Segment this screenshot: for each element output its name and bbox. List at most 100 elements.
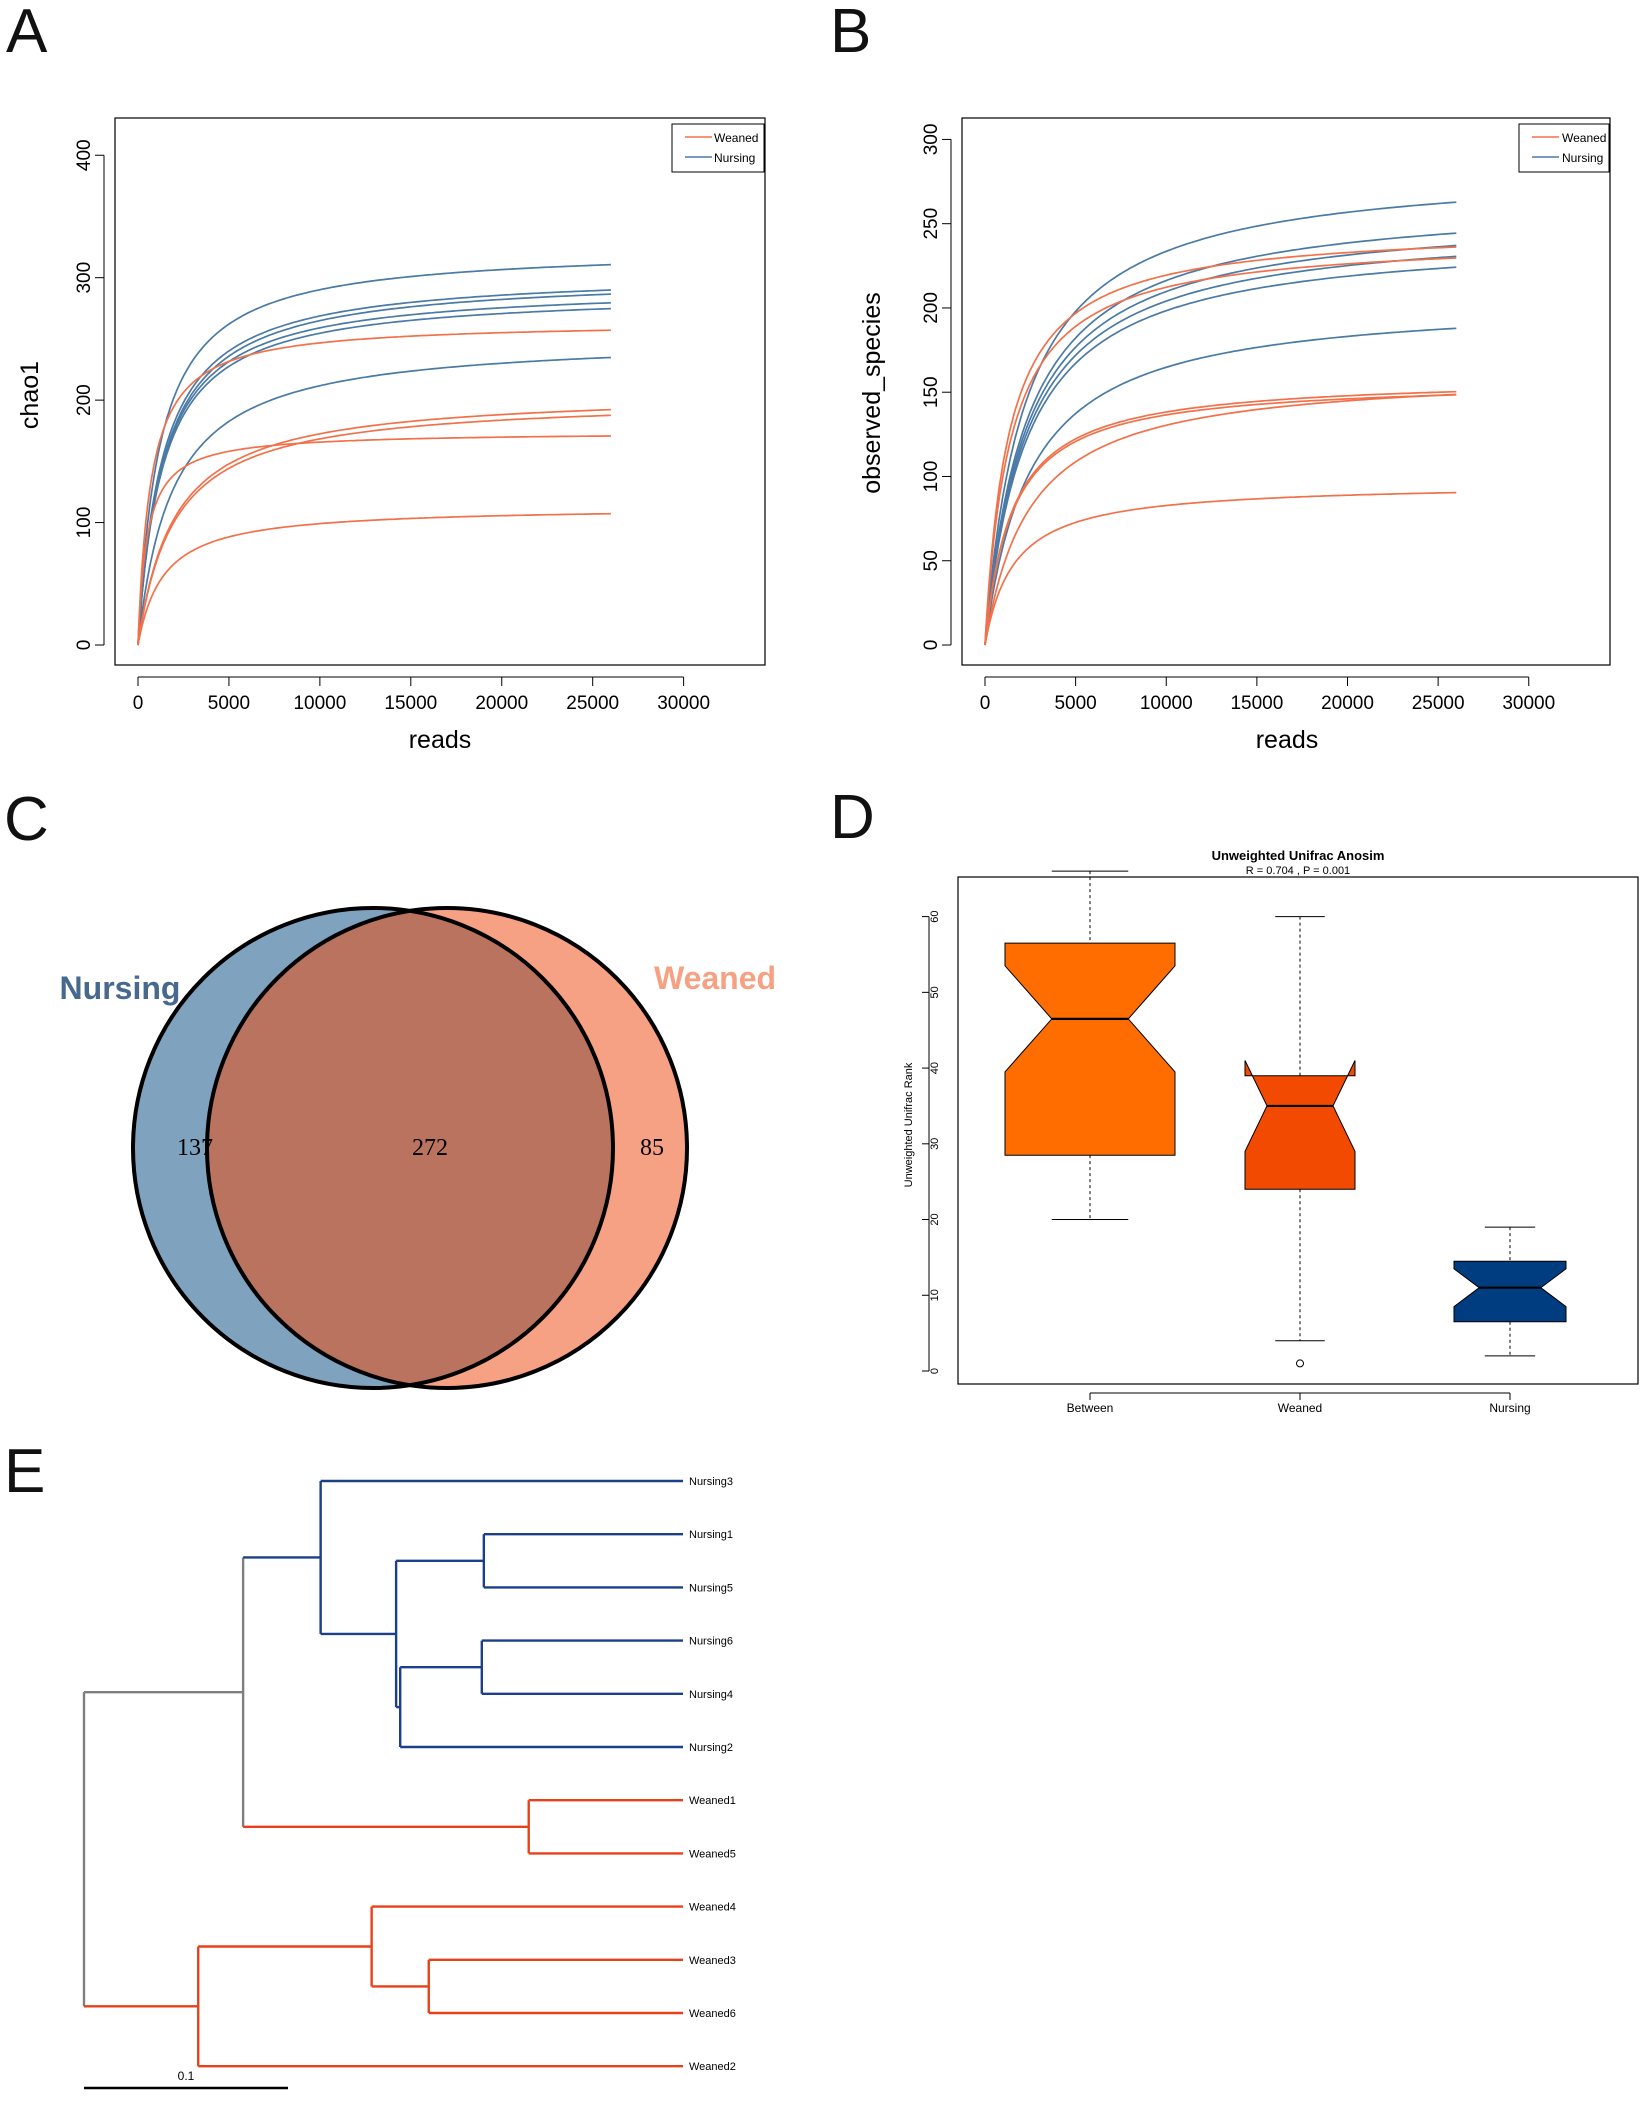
legend: Weaned Nursing xyxy=(1518,123,1610,173)
plot-frame xyxy=(961,117,1611,666)
curve-weaned xyxy=(984,491,1457,646)
venn-label-weaned: Weaned xyxy=(654,960,776,996)
y-tick-label: 10 xyxy=(929,1289,941,1301)
box-weaned xyxy=(1244,1060,1356,1190)
curve-nursing xyxy=(137,307,611,646)
x-tick-label: 20000 xyxy=(1321,693,1374,714)
curve-nursing xyxy=(984,266,1457,646)
x-tick-label: 20000 xyxy=(475,693,528,714)
chart-title: Unweighted Unifrac Anosim xyxy=(1212,848,1385,863)
y-axis: 0 50 100 150 200 250 300 xyxy=(921,124,952,651)
y-tick-label: 150 xyxy=(921,376,942,408)
curve-nursing xyxy=(137,356,611,646)
legend-box xyxy=(1518,123,1610,173)
y-tick-label: 0 xyxy=(921,640,942,651)
y-tick-label: 100 xyxy=(921,461,942,493)
x-tick-label: 25000 xyxy=(566,693,619,714)
y-tick-label: 50 xyxy=(929,986,941,998)
curve-weaned xyxy=(984,246,1457,646)
leaf-label: Nursing4 xyxy=(689,1689,733,1701)
y-tick-label: 60 xyxy=(929,910,941,922)
rarefaction-chart-chao1: 0 5000 10000 15000 20000 25000 30000 0 100 200 30… xyxy=(16,117,766,754)
x-tick-label: 30000 xyxy=(1502,693,1555,714)
curve-nursing xyxy=(137,301,611,646)
legend-label-nursing: Nursing xyxy=(1562,151,1603,165)
x-axis: 0 5000 10000 15000 20000 25000 30000 xyxy=(980,676,1555,714)
boxes xyxy=(1004,870,1567,1368)
outlier-point xyxy=(1296,1359,1304,1368)
rarefaction-chart-observed-species: 0 5000 10000 15000 20000 25000 30000 0 50 100 150… xyxy=(858,117,1611,754)
y-tick-label: 100 xyxy=(74,507,95,539)
venn-outline-weaned xyxy=(205,906,689,1390)
curve-weaned xyxy=(137,329,611,646)
y-tick-label: 0 xyxy=(929,1368,941,1374)
plot-frame xyxy=(114,117,766,666)
x-tick-label: 0 xyxy=(133,693,144,714)
panel-letter-a: A xyxy=(6,0,48,66)
x-tick-label: 25000 xyxy=(1412,693,1465,714)
leaf-label: Weaned5 xyxy=(689,1848,736,1860)
panel-letter-b: B xyxy=(830,0,871,66)
x-axis: Between Weaned Nursing xyxy=(1067,1392,1531,1415)
x-tick-label: Weaned xyxy=(1278,1401,1322,1415)
x-tick-label: 5000 xyxy=(208,693,250,714)
venn-count-nursing-only: 137 xyxy=(177,1135,213,1161)
curves xyxy=(137,263,611,646)
branches xyxy=(82,1479,683,2068)
venn-outline-nursing xyxy=(131,906,615,1390)
y-tick-label: 400 xyxy=(74,139,95,171)
curve-nursing xyxy=(984,255,1457,646)
x-axis: 0 5000 10000 15000 20000 25000 30000 xyxy=(133,676,710,714)
panel-letter-d: D xyxy=(830,783,875,852)
y-axis: 0 100 200 300 400 xyxy=(74,139,105,651)
y-tick-label: 40 xyxy=(929,1062,941,1074)
curve-weaned xyxy=(137,512,611,646)
x-tick-label: 0 xyxy=(980,693,991,714)
curve-weaned xyxy=(137,435,611,646)
venn-label-nursing: Nursing xyxy=(60,970,181,1006)
curve-weaned xyxy=(984,390,1457,646)
leaf-label: Nursing6 xyxy=(689,1636,733,1648)
y-axis-label: observed_species xyxy=(858,292,886,494)
plot-frame xyxy=(957,876,1639,1385)
x-tick-label: 15000 xyxy=(1230,693,1283,714)
curve-nursing xyxy=(137,293,611,646)
venn-count-shared: 272 xyxy=(412,1135,448,1161)
curve-nursing xyxy=(984,232,1457,646)
venn-overlap xyxy=(207,908,613,1388)
y-tick-label: 300 xyxy=(74,262,95,294)
panel-letter-c: C xyxy=(4,785,49,854)
x-tick-label: 30000 xyxy=(657,693,710,714)
leaf-labels: Nursing3 Nursing1 Nursing5 Nursing6 Nursing4… xyxy=(689,1476,736,2073)
x-axis-label: reads xyxy=(1256,726,1319,754)
panel-letter-e: E xyxy=(4,1437,45,1506)
y-tick-label: 250 xyxy=(921,208,942,240)
leaf-label: Nursing3 xyxy=(689,1476,733,1488)
y-axis: 0 10 20 30 40 50 60 xyxy=(922,910,941,1374)
y-tick-label: 30 xyxy=(929,1138,941,1150)
leaf-label: Nursing2 xyxy=(689,1742,733,1754)
curve-nursing xyxy=(984,201,1457,646)
leaf-label: Weaned6 xyxy=(689,2008,736,2020)
leaf-label: Weaned1 xyxy=(689,1795,736,1807)
legend-label-weaned: Weaned xyxy=(1562,131,1606,145)
y-tick-label: 300 xyxy=(921,124,942,156)
curve-weaned xyxy=(984,393,1457,646)
scale-bar-label: 0.1 xyxy=(178,2069,195,2083)
y-tick-label: 0 xyxy=(74,640,95,651)
x-tick-label: Between xyxy=(1067,1401,1114,1415)
curve-weaned xyxy=(984,257,1457,646)
curve-weaned xyxy=(984,393,1457,646)
chart-subtitle: R = 0.704 , P = 0.001 xyxy=(1246,865,1350,877)
box-nursing xyxy=(1453,1260,1567,1323)
venn-count-weaned-only: 85 xyxy=(640,1135,664,1161)
x-tick-label: Nursing xyxy=(1489,1401,1530,1415)
curve-weaned xyxy=(137,414,611,646)
x-tick-label: 5000 xyxy=(1054,693,1096,714)
curve-nursing xyxy=(137,289,611,646)
x-tick-label: 10000 xyxy=(1140,693,1193,714)
y-tick-label: 200 xyxy=(74,384,95,416)
curves xyxy=(984,201,1457,646)
dendrogram: Nursing3 Nursing1 Nursing5 Nursing6 Nursing4… xyxy=(82,1476,736,2090)
